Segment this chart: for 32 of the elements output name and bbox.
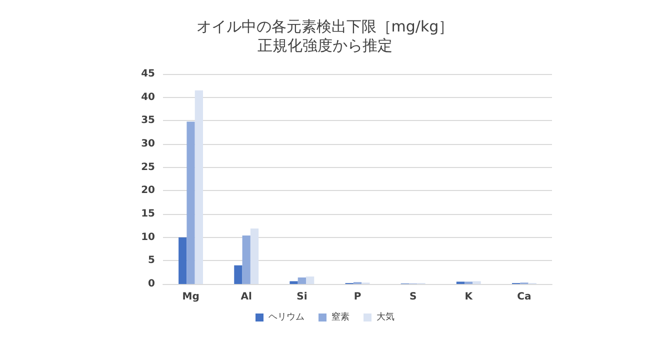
y-tick-label: 20 [141,185,156,196]
x-tick-label: S [409,292,417,302]
y-tick-label: 35 [141,115,156,126]
bar [194,90,204,284]
y-tick-label: 25 [141,162,156,173]
y-tick-label: 5 [148,255,156,266]
x-tick-label: Mg [182,292,200,302]
x-tick-label: Al [240,292,252,302]
bar [250,228,259,284]
y-tick-label: 45 [141,68,156,80]
bar [290,281,298,284]
y-tick-label: 0 [148,278,156,290]
x-tick-label: K [464,292,474,302]
chart-title: オイル中の各元素検出下限［mg/kg］ [196,18,454,36]
x-tick-label: Si [296,292,308,302]
y-tick-label: 30 [141,138,156,150]
bar [306,276,314,284]
bar [178,237,187,284]
bar [234,265,242,284]
chart-subtitle: 正規化強度から推定 [258,36,392,54]
legend-label: ヘリウム [268,312,304,322]
bar [472,281,481,284]
y-tick-label: 10 [141,232,156,243]
bar [186,122,195,284]
x-tick-label: Ca [517,292,532,302]
legend-label: 大気 [376,312,394,322]
bar [242,235,250,284]
legend-label: 窒素 [332,312,350,322]
y-tick-label: 40 [141,92,156,103]
y-tick-label: 15 [141,208,156,220]
x-tick-label: P [354,292,362,302]
bar [298,277,306,284]
